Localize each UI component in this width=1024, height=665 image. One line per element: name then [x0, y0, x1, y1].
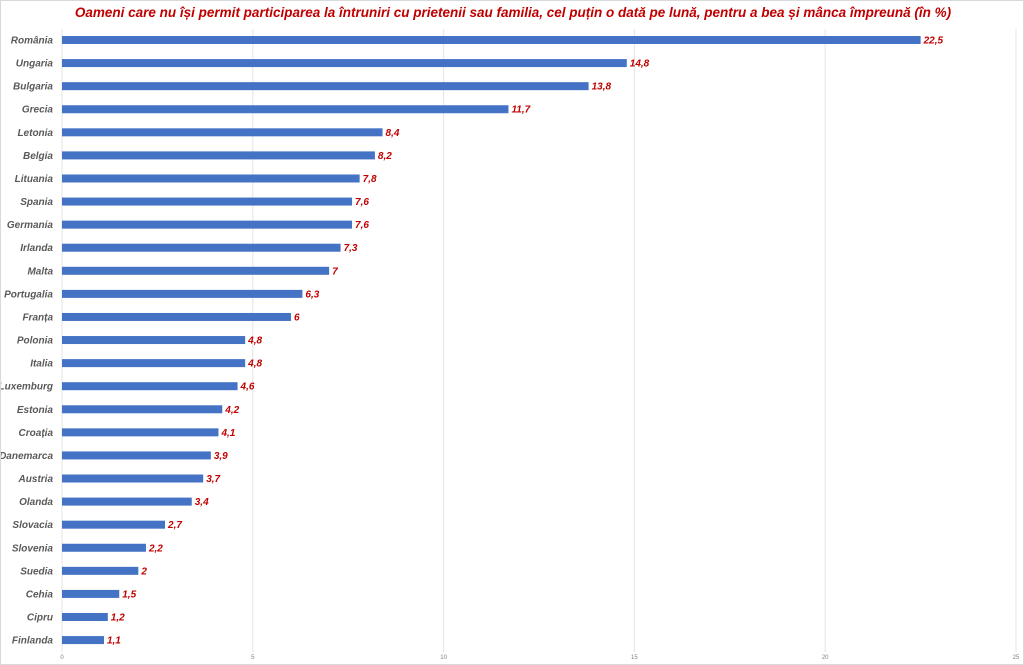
bar-18: [62, 451, 211, 460]
category-label: Slovacia: [12, 520, 53, 531]
bar-0: [62, 36, 921, 44]
value-label: 14,8: [630, 59, 650, 70]
category-label: Olanda: [19, 497, 53, 508]
value-label: 4,8: [247, 359, 262, 370]
bar-21: [62, 520, 166, 529]
bar-7: [62, 197, 353, 206]
value-label: 3,4: [195, 497, 209, 508]
bar-25: [62, 613, 108, 621]
value-label: 2: [140, 566, 147, 577]
bar-12: [62, 312, 291, 321]
category-label: Slovenia: [12, 543, 54, 554]
bar-15: [62, 382, 238, 391]
x-tick-label: 20: [822, 655, 829, 661]
category-label: Italia: [30, 359, 53, 370]
value-label: 6: [294, 312, 300, 323]
category-label: România: [11, 36, 54, 47]
bar-6: [62, 174, 360, 183]
category-label: Bulgaria: [13, 82, 53, 93]
value-label: 4,1: [220, 428, 235, 439]
x-tick-label: 25: [1013, 655, 1020, 661]
category-label: Ungaria: [16, 59, 54, 70]
bar-13: [62, 336, 246, 345]
bar-9: [62, 243, 341, 252]
value-label: 7,6: [355, 197, 369, 208]
bar-3: [62, 105, 509, 114]
bars: [62, 36, 921, 645]
value-label: 2,7: [167, 520, 182, 531]
bar-24: [62, 589, 120, 598]
value-label: 3,9: [214, 451, 228, 462]
value-label: 11,7: [511, 105, 530, 116]
category-label: Finlanda: [12, 636, 54, 647]
value-label: 4,8: [247, 336, 262, 347]
value-label: 4,2: [224, 405, 239, 416]
category-label: Germania: [7, 220, 54, 231]
bar-16: [62, 405, 223, 414]
x-tick-label: 0: [60, 655, 64, 661]
value-label: 7,6: [355, 220, 369, 231]
category-label: Croația: [19, 428, 54, 439]
bar-8: [62, 220, 353, 229]
value-label: 22,5: [923, 36, 944, 47]
value-label: 7,8: [363, 174, 377, 185]
bar-2: [62, 82, 589, 91]
bar-10: [62, 266, 330, 275]
bar-14: [62, 359, 246, 368]
value-label: 3,7: [206, 474, 220, 485]
category-label: Franța: [22, 312, 53, 323]
value-label: 1,5: [122, 589, 136, 600]
category-label: Portugalia: [4, 289, 53, 300]
category-label: Irlanda: [20, 243, 53, 254]
bar-20: [62, 497, 192, 506]
bar-4: [62, 128, 383, 137]
bar-22: [62, 543, 146, 552]
value-label: 7,3: [344, 243, 358, 254]
category-label: Belgia: [23, 151, 53, 162]
bar-19: [62, 474, 204, 483]
bar-1: [62, 59, 627, 68]
category-label: Cipru: [27, 613, 53, 624]
value-label: 7: [332, 266, 338, 277]
bar-23: [62, 566, 139, 575]
value-label: 4,6: [240, 382, 255, 393]
bar-11: [62, 289, 303, 298]
value-label: 13,8: [592, 82, 612, 93]
category-label: Estonia: [17, 405, 54, 416]
bar-17: [62, 428, 219, 437]
value-label: 1,2: [111, 613, 125, 624]
category-label: Malta: [27, 266, 53, 277]
value-label: 1,1: [107, 636, 121, 647]
category-labels: România Ungaria Bulgaria Grecia Letonia Belgi…: [1, 36, 53, 647]
x-tick-label: 10: [440, 655, 447, 661]
category-label: Cehia: [26, 589, 54, 600]
bar-26: [62, 636, 104, 645]
category-label: Danemarca: [1, 451, 53, 462]
category-label: Austria: [18, 474, 54, 485]
category-label: Lituania: [15, 174, 54, 185]
value-label: 6,3: [305, 289, 319, 300]
category-label: Suedia: [20, 566, 53, 577]
category-label: Polonia: [17, 336, 54, 347]
category-label: Grecia: [22, 105, 54, 116]
value-label: 8,4: [386, 128, 400, 139]
value-label: 8,2: [378, 151, 392, 162]
value-label: 2,2: [148, 543, 163, 554]
x-tick-labels: 0 5 10 15 20 25: [60, 655, 1020, 661]
x-tick-label: 5: [251, 655, 255, 661]
x-tick-label: 15: [631, 655, 638, 661]
category-label: Spania: [20, 197, 53, 208]
value-labels: 22,5 14,8 13,8 11,7 8,4 8,2 7,8 7,6 7,6 7,3 7 6,3 6 4…: [107, 36, 944, 647]
chart-title: Oameni care nu își permit participarea l…: [74, 5, 952, 20]
bar-5: [62, 151, 375, 160]
category-label: Luxemburg: [1, 382, 53, 393]
category-label: Letonia: [17, 128, 53, 139]
